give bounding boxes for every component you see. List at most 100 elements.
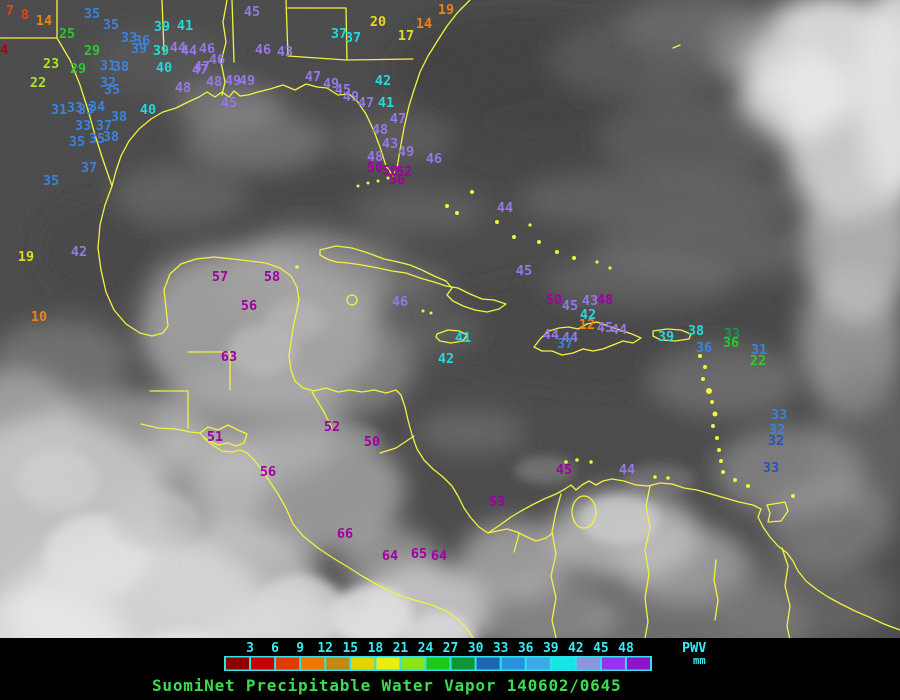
sa-interior-borders <box>550 485 791 638</box>
station-value: 22 <box>750 353 766 369</box>
station-value: 33 <box>771 407 787 423</box>
station-value: 7 <box>6 3 14 19</box>
jamaica-coast <box>435 329 468 344</box>
station-value: 33 <box>724 326 740 342</box>
station-value: 58 <box>264 269 280 285</box>
station-value: 64 <box>382 548 398 564</box>
station-value: 33 <box>67 100 83 116</box>
colorbar-segment <box>476 657 500 670</box>
station-value: 35 <box>89 131 105 147</box>
station-value: 34 <box>89 99 105 115</box>
scale-tick-label: 36 <box>518 641 534 656</box>
station-value: 48 <box>372 122 388 138</box>
station-value: 45 <box>516 263 532 279</box>
station-value: 45 <box>562 298 578 314</box>
station-value: 46 <box>392 294 408 310</box>
station-value: 39 <box>131 41 147 57</box>
station-value: 41 <box>455 330 471 346</box>
station-value: 42 <box>438 351 454 367</box>
station-value: 39 <box>154 19 170 35</box>
puerto-rico-coast <box>652 328 692 342</box>
station-value: 52 <box>324 419 340 435</box>
station-value: 49 <box>323 76 339 92</box>
colorbar-segment <box>551 657 575 670</box>
station-value: 41 <box>378 95 394 111</box>
colorbar-segment <box>251 657 275 670</box>
colorbar-segment <box>401 657 425 670</box>
station-value: 46 <box>209 52 225 68</box>
station-value: 47 <box>192 62 208 78</box>
station-value: 37 <box>331 26 347 42</box>
station-value: 44 <box>181 43 197 59</box>
station-value: 37 <box>345 30 361 46</box>
station-value: 42 <box>580 307 596 323</box>
station-value: 65 <box>411 546 427 562</box>
scale-tick-label: 9 <box>296 641 304 656</box>
honduras-nicaragua-border <box>311 391 520 553</box>
station-value: 53 <box>489 494 505 510</box>
station-value: 48 <box>367 149 383 165</box>
station-value: 14 <box>36 13 52 29</box>
station-value: 36 <box>134 33 150 49</box>
station-value: 42 <box>375 73 391 89</box>
station-value: 46 <box>199 41 215 57</box>
colorbar-segment <box>626 657 651 670</box>
station-value: 4 <box>0 42 8 58</box>
small-islands <box>295 176 795 498</box>
pwv-unit-label: PWV <box>682 640 706 656</box>
station-value: 35 <box>84 6 100 22</box>
station-value: 46 <box>426 151 442 167</box>
pacific-coast <box>140 423 474 638</box>
station-value: 25 <box>59 26 75 42</box>
cuba-coast <box>319 245 507 313</box>
scale-tick-label: 24 <box>418 641 434 656</box>
station-value: 47 <box>390 111 406 127</box>
station-value: 35 <box>104 82 120 98</box>
colorbar-segment <box>376 657 400 670</box>
pwv-colorbar <box>224 656 653 671</box>
scale-tick-label: 6 <box>271 641 279 656</box>
guatemala-borders <box>149 351 231 429</box>
scale-tick-label: 42 <box>568 641 584 656</box>
station-value: 47 <box>194 59 210 75</box>
station-value: 50 <box>364 434 380 450</box>
us-state-borders <box>0 0 414 187</box>
station-value: 48 <box>175 80 191 96</box>
station-value: 36 <box>723 335 739 351</box>
station-value: 38 <box>111 109 127 125</box>
noise-texture <box>0 0 900 638</box>
station-value: 8 <box>21 7 29 23</box>
station-value: 66 <box>337 526 353 542</box>
station-value: 47 <box>305 69 321 85</box>
station-value: 33 <box>75 118 91 134</box>
station-value: 29 <box>70 61 86 77</box>
station-value: 37 <box>557 336 573 352</box>
station-value: 35 <box>103 17 119 33</box>
station-value: 44 <box>562 330 578 346</box>
station-value: 19 <box>438 2 454 18</box>
station-value: 51 <box>207 429 223 445</box>
station-value: 36 <box>696 340 712 356</box>
station-value: 56 <box>241 298 257 314</box>
scale-tick-label: 12 <box>317 641 333 656</box>
station-value: 32 <box>768 433 784 449</box>
station-value: 43 <box>382 136 398 152</box>
station-value: 23 <box>43 56 59 72</box>
station-value: 12 <box>579 317 595 333</box>
station-value: 64 <box>431 548 447 564</box>
scale-tick-label: 45 <box>593 641 609 656</box>
station-value: 49 <box>398 144 414 160</box>
station-value: 50 <box>546 292 562 308</box>
station-value: 17 <box>398 28 414 44</box>
station-value: 48 <box>597 292 613 308</box>
scale-tick-label: 39 <box>543 641 559 656</box>
station-value: 32 <box>100 75 116 91</box>
station-value: 48 <box>206 74 222 90</box>
station-value: 44 <box>497 200 513 216</box>
scale-tick-label: 48 <box>618 641 634 656</box>
colorbar-segment <box>301 657 325 670</box>
station-value: 35 <box>43 173 59 189</box>
